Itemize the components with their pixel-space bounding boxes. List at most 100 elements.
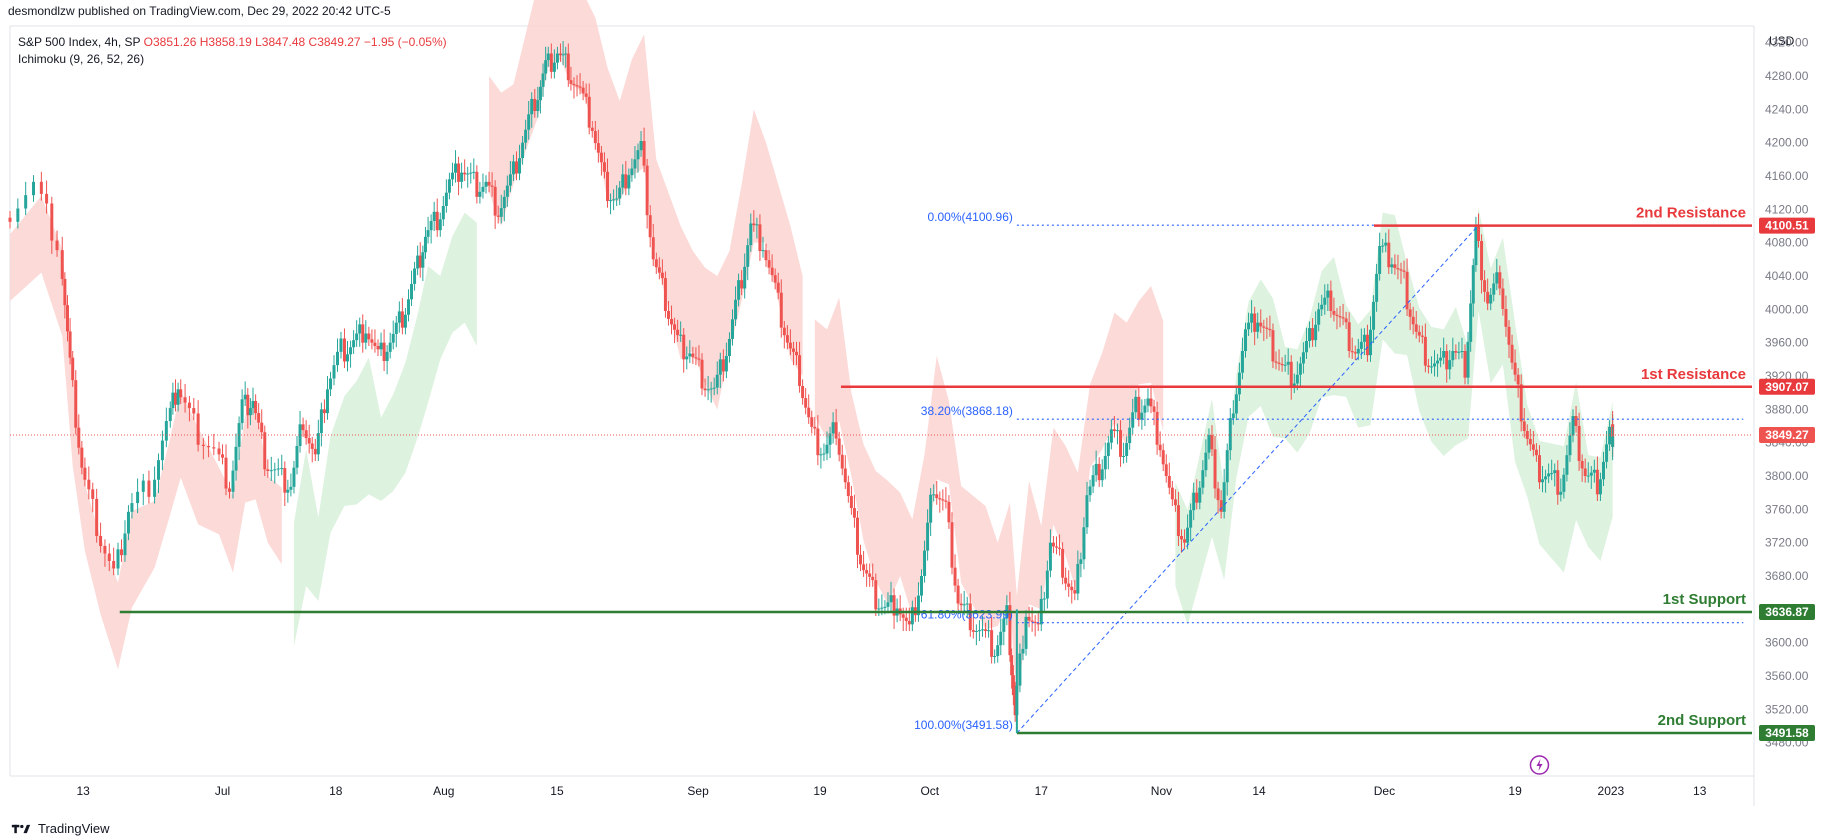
candle-body — [481, 186, 485, 192]
candle-body — [758, 224, 762, 251]
candle-body — [536, 100, 540, 111]
candle-body — [87, 479, 91, 490]
candle-body — [618, 187, 622, 199]
candle-body — [1577, 426, 1581, 461]
candle-body — [1411, 316, 1415, 325]
candle-body — [1583, 468, 1587, 476]
x-tick-label: Sep — [687, 784, 709, 798]
candle-body — [971, 630, 975, 632]
support-tag-label: 3636.87 — [1765, 605, 1809, 619]
candle-body — [639, 141, 643, 151]
ichimoku-cloud-bearish-2 — [489, 0, 803, 410]
y-tick-label: 3560.00 — [1765, 669, 1809, 683]
candle-body — [1216, 488, 1220, 501]
candle-body — [289, 486, 293, 490]
candle-body — [645, 165, 649, 216]
candle-body — [1362, 334, 1366, 342]
candle-body — [956, 585, 960, 604]
candle-body — [221, 454, 225, 458]
tradingview-brand[interactable]: TradingView — [10, 821, 110, 836]
candle-body — [263, 432, 267, 470]
candle-body — [1344, 318, 1348, 323]
candle-body — [1201, 470, 1205, 488]
y-tick-label: 4000.00 — [1765, 302, 1809, 316]
candle-body — [1516, 374, 1520, 385]
x-tick-label: Aug — [433, 784, 454, 798]
x-tick-label: 2023 — [1598, 784, 1625, 798]
candle-body — [840, 454, 844, 469]
candle-body — [1550, 473, 1554, 475]
currency-label: USD — [1769, 34, 1795, 48]
candle-body — [444, 192, 448, 206]
candle-body — [587, 96, 591, 128]
candle-body — [697, 358, 701, 360]
y-tick-label: 4240.00 — [1765, 102, 1809, 116]
candle-body — [1085, 495, 1089, 528]
candle-body — [657, 267, 661, 273]
candle-body — [508, 174, 512, 186]
candle-body — [254, 401, 258, 414]
candle-body — [397, 311, 401, 323]
candle-body — [1308, 328, 1312, 341]
candle-body — [825, 444, 829, 454]
candle-body — [1608, 426, 1612, 445]
candle-body — [1414, 324, 1418, 332]
candle-body — [450, 172, 454, 180]
candle-body — [1375, 273, 1379, 302]
y-tick-label: 4280.00 — [1765, 69, 1809, 83]
candle-body — [1534, 449, 1538, 456]
candle-body — [926, 522, 930, 551]
ichimoku-cloud-bullish-2 — [1175, 207, 1613, 626]
candle-body — [1507, 326, 1511, 345]
candle-body — [1024, 616, 1028, 649]
candle-body — [538, 86, 542, 101]
candle-body — [1149, 398, 1153, 407]
candle-body — [1222, 482, 1226, 512]
candle-body — [192, 408, 196, 414]
candle-body — [730, 319, 734, 339]
candle-body — [1489, 294, 1493, 304]
candle-body — [1553, 470, 1557, 474]
x-tick-label: 14 — [1252, 784, 1266, 798]
candle-body — [1122, 456, 1126, 457]
candle-body — [527, 114, 531, 130]
candle-body — [243, 394, 247, 400]
candle-body — [361, 324, 365, 343]
candle-body — [71, 357, 75, 381]
candle-body — [478, 191, 482, 197]
candle-body — [1225, 450, 1229, 483]
candle-body — [1112, 429, 1116, 431]
fib-level-label: 100.00%(3491.58) — [914, 718, 1013, 732]
candle-body — [1611, 436, 1615, 442]
candle-body — [435, 211, 439, 231]
candle-body — [843, 468, 847, 483]
candle-body — [1442, 351, 1446, 358]
candle-body — [123, 533, 127, 556]
candle-body — [1189, 510, 1193, 528]
y-tick-label: 3520.00 — [1765, 702, 1809, 716]
candle-body — [907, 621, 911, 625]
y-tick-label: 4040.00 — [1765, 269, 1809, 283]
candle-body — [286, 489, 290, 493]
candle-body — [50, 203, 54, 241]
y-tick-label: 4200.00 — [1765, 136, 1809, 150]
candle-body — [828, 433, 832, 445]
candle-body — [1477, 226, 1481, 241]
candle-body — [1486, 291, 1490, 304]
candle-body — [987, 630, 991, 632]
support-tag — [1759, 603, 1815, 620]
candle-body — [1161, 450, 1165, 465]
candle-body — [246, 394, 250, 416]
candle-body — [1115, 430, 1119, 432]
indicator-label[interactable]: Ichimoku (9, 26, 52, 26) — [18, 52, 145, 66]
candle-body — [663, 278, 667, 311]
chart-legend: S&P 500 Index, 4h, SP O3851.26 H3858.19 … — [18, 34, 447, 68]
candle-body — [1513, 362, 1517, 375]
symbol-name[interactable]: S&P 500 Index, 4h, SP — [18, 35, 141, 49]
candle-body — [566, 53, 570, 81]
candle-body — [1378, 246, 1382, 274]
change-value: −1.95 (−0.05%) — [363, 35, 447, 49]
candle-body — [685, 356, 689, 360]
candle-body — [1234, 394, 1238, 414]
